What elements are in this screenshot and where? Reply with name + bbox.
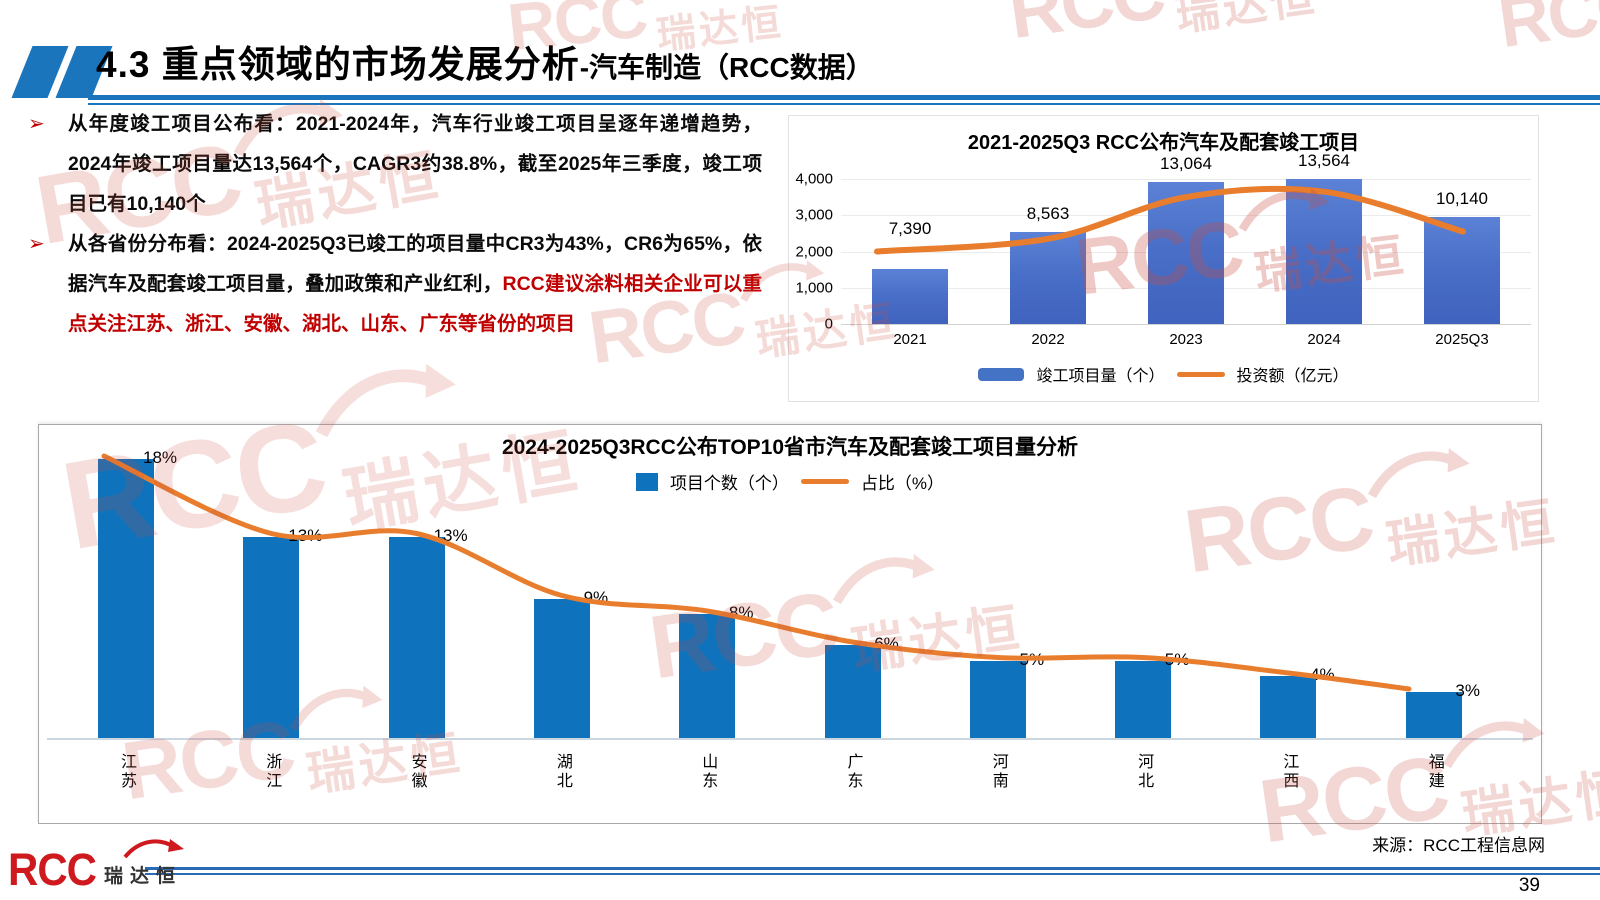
chart2-xtick-山东: 山东 — [699, 753, 717, 791]
chart2-bar-浙江 — [243, 536, 300, 738]
chart2-xtick-江西: 江西 — [1280, 753, 1298, 791]
page-number: 39 — [1518, 875, 1540, 896]
chart1-bar-2021 — [872, 269, 948, 324]
chart1-ytick: 4,000 — [795, 170, 833, 188]
chart2-share-label: 18% — [142, 448, 178, 467]
bullet-red-emphasis: RCC建议涂料相关企业可以重点关注江苏、浙江、安徽、湖北、山东、广东等省份的项目 — [68, 273, 762, 335]
chart1-plot: 0 1,000 2,000 3,000 4,000 7,390 2021 8,563 2022 1… — [789, 116, 1538, 401]
arrow-bullet-icon: ➢ — [28, 113, 45, 135]
chart1-bar-2023 — [1148, 181, 1224, 324]
chart1-bar-value-label: 13,564 — [1298, 151, 1350, 171]
line-series-swatch-icon — [1176, 371, 1225, 377]
chart2-xtick-江苏: 江苏 — [118, 753, 135, 791]
page-title-sub: -汽车制造（RCC数据） — [579, 52, 874, 83]
chart1-ytick: 0 — [824, 315, 833, 333]
chart2-xtick-浙江: 浙江 — [263, 753, 281, 791]
bullet-text: 从年度竣工项目公布看：2021-2024年，汽车行业竣工项目呈逐年递增趋势，20… — [68, 104, 762, 224]
page-title-main: 4.3 重点领域的市场发展分析 — [96, 44, 580, 85]
chart1-xtick-2024: 2024 — [1307, 331, 1341, 348]
chart1-bar-2025Q3 — [1424, 216, 1500, 324]
bullet-lead: 从各省份分布看： — [68, 233, 227, 255]
bar-series-swatch-icon — [978, 367, 1025, 381]
page-title: 4.3 重点领域的市场发展分析 -汽车制造（RCC数据） — [96, 34, 874, 88]
chart1-title: 2021-2025Q3 RCC公布汽车及配套竣工项目 — [967, 132, 1360, 154]
header-underline-thick — [88, 95, 1600, 100]
chart2-title: 2024-2025Q3RCC公布TOP10省市汽车及配套竣工项目量分析 — [501, 436, 1079, 459]
watermark-rcc-text: RCC — [1003, 0, 1169, 55]
source-note: 来源：RCC工程信息网 — [1372, 836, 1545, 855]
footer-rule-bottom — [145, 873, 1600, 875]
chart2-xtick-湖北: 湖北 — [553, 753, 571, 791]
watermark-cn-text: 瑞达恒 — [1172, 0, 1321, 40]
chart1-bar-2024 — [1286, 179, 1362, 324]
chart2-share-label: 5% — [1164, 649, 1190, 669]
chart1-gridline — [841, 324, 1531, 325]
chart1-xtick-2023: 2023 — [1169, 331, 1203, 348]
chart1-bar-value-label: 8,563 — [1026, 203, 1070, 223]
chart1-gridline — [841, 179, 1531, 180]
chart2-bar-山东 — [679, 614, 736, 738]
chart2-bar-福建 — [1405, 691, 1462, 738]
chart2-share-label: 13% — [433, 525, 468, 545]
chart2-bar-安徽 — [388, 536, 445, 738]
chart1-xtick-2021: 2021 — [893, 331, 927, 348]
chart1-legend-bar-label: 竣工项目量（个） — [1036, 368, 1165, 385]
chart2-share-label: 9% — [583, 587, 609, 607]
header-underline-thin — [88, 103, 1600, 105]
bullet-body: 2024-2025Q3已竣工的项目量中CR3为43%，CR6为65%，依据汽车及… — [68, 233, 762, 295]
chart2-bar-湖北 — [533, 598, 590, 738]
logo-cn-text: 瑞达恒 — [104, 866, 183, 887]
summary-text-block: ➢ 从年度竣工项目公布看：2021-2024年，汽车行业竣工项目呈逐年递增趋势，… — [28, 104, 762, 344]
chart-yearly-completions-panel: 2021-2025Q3 RCC公布汽车及配套竣工项目 0 1,000 2,000 3,… — [788, 115, 1539, 402]
rcc-logo-text: RCC — [8, 844, 97, 896]
chart-top10-provinces-panel: 2024-2025Q3RCC公布TOP10省市汽车及配套竣工项目量分析 项目个数… — [38, 424, 1542, 824]
chart1-xtick-2025Q3: 2025Q3 — [1435, 331, 1489, 348]
footer-rule-top — [145, 867, 1600, 870]
arrow-bullet-icon: ➢ — [28, 233, 45, 255]
bullet-text: 从各省份分布看：2024-2025Q3已竣工的项目量中CR3为43%，CR6为6… — [68, 224, 762, 344]
chart2-share-label: 4% — [1310, 665, 1335, 684]
chart2-xtick-广东: 广东 — [844, 753, 862, 791]
chart1-xtick-2022: 2022 — [1031, 331, 1065, 348]
chart1-bar-2022 — [1010, 231, 1086, 324]
chart1-ytick: 3,000 — [795, 206, 833, 224]
rcc-logo: RCC 瑞达恒 — [8, 839, 184, 896]
chart1-legend-line-label: 投资额（亿元） — [1236, 368, 1349, 385]
chart2-share-label: 6% — [874, 634, 899, 653]
chart1-ytick: 1,000 — [795, 279, 833, 297]
chart2-xtick-河南: 河南 — [989, 753, 1007, 791]
chart2-share-label: 13% — [288, 525, 323, 545]
chart2-plot: 18% 江苏 13% 浙江 13% 安徽 9% 湖北 8% 山东 6% 广东 5% 河南 5% 河北 4% 江西 3… — [39, 425, 1541, 823]
chart1-legend: 竣工项目量（个） 投资额（亿元） — [789, 362, 1538, 386]
logo-swoosh-icon — [123, 839, 184, 859]
chart1-ytick: 2,000 — [795, 243, 833, 260]
chart2-xtick-福建: 福建 — [1425, 753, 1443, 791]
watermark-swoosh-icon — [644, 0, 713, 1]
chart1-bar-value-label: 13,064 — [1160, 153, 1212, 173]
chart2-bar-江西 — [1260, 676, 1317, 738]
chart1-bar-value-label: 7,390 — [888, 219, 932, 239]
chart2-bar-河北 — [1115, 660, 1172, 738]
chart2-share-label: 8% — [728, 603, 754, 622]
chart2-share-label: 3% — [1455, 680, 1480, 700]
chart2-bar-江苏 — [98, 459, 154, 738]
chart2-xtick-河北: 河北 — [1135, 753, 1153, 791]
watermark-rcc-text: RCC — [1493, 0, 1600, 63]
bullet-body: 2021-2024年，汽车行业竣工项目呈逐年递增趋势，2024年竣工项目量达13… — [68, 113, 762, 215]
bullet-province-distribution: ➢ 从各省份分布看：2024-2025Q3已竣工的项目量中CR3为43%，CR6… — [28, 224, 762, 344]
chart2-xtick-安徽: 安徽 — [408, 753, 426, 791]
rcc-logo-chinese: 瑞达恒 — [104, 839, 184, 888]
chart2-bar-广东 — [824, 645, 881, 738]
bullet-annual-completions: ➢ 从年度竣工项目公布看：2021-2024年，汽车行业竣工项目呈逐年递增趋势，… — [28, 104, 762, 224]
chart1-bar-value-label: 10,140 — [1436, 188, 1488, 208]
bullet-lead: 从年度竣工项目公布看： — [68, 113, 296, 135]
chart2-baseline-axis — [47, 738, 1533, 740]
chart2-bar-河南 — [969, 660, 1026, 738]
chart2-share-label: 5% — [1019, 649, 1045, 669]
